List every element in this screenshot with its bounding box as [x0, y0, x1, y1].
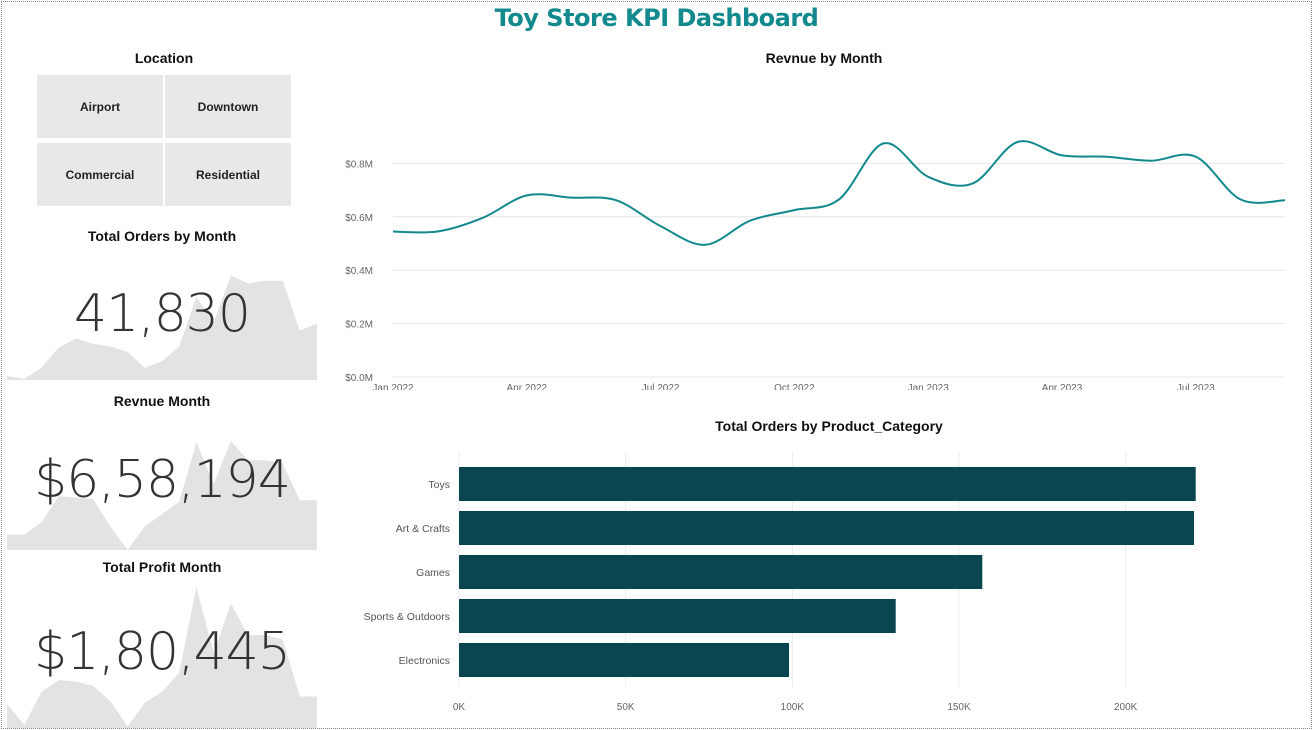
- category-bar[interactable]: [459, 467, 1196, 501]
- line-y-tick-label: $0.2M: [345, 320, 373, 331]
- kpi-card-profit[interactable]: Total Profit Month $1,80,445: [7, 558, 317, 728]
- kpi-profit-value: $1,80,445: [34, 622, 291, 682]
- revenue-sparkline: [7, 441, 317, 550]
- profit-sparkline: [7, 587, 317, 728]
- revenue-line: [392, 140, 1286, 246]
- bar-category-label: Sports & Outdoors: [364, 611, 450, 623]
- orders-sparkline: [7, 275, 317, 380]
- kpi-revenue-title: Revnue Month: [113, 393, 211, 409]
- kpi-orders-value: 41,830: [74, 284, 251, 344]
- line-y-tick-label: $0.8M: [345, 159, 373, 170]
- line-y-tick-label: $0.4M: [345, 266, 373, 277]
- bar-category-label: Toys: [428, 479, 450, 491]
- kpi-revenue-value: $6,58,194: [34, 450, 291, 510]
- line-y-tick-label: $0.6M: [345, 213, 373, 224]
- line-x-tick-label: Jul 2022: [642, 383, 680, 390]
- kpi-profit-title: Total Profit Month: [102, 559, 222, 575]
- bar-x-tick-label: 100K: [781, 702, 805, 713]
- revenue-by-month-chart[interactable]: Revnue by Month $0.0M $0.2M $0.4M $0.6M $0.8…: [335, 45, 1295, 390]
- sparkline-area: [7, 275, 317, 380]
- kpi-card-orders[interactable]: Total Orders by Month 41,830: [7, 226, 317, 380]
- bar-category-label: Electronics: [399, 655, 450, 667]
- slicer-option-downtown[interactable]: Downtown: [165, 75, 291, 138]
- sparkline-area: [7, 441, 317, 550]
- dashboard-title: Toy Store KPI Dashboard: [494, 4, 819, 32]
- kpi-card-revenue[interactable]: Revnue Month $6,58,194: [7, 392, 317, 550]
- location-slicer-title: Location: [134, 50, 194, 66]
- line-x-tick-label: Oct 2022: [774, 383, 815, 390]
- line-y-tick-label: $0.0M: [345, 373, 373, 384]
- slicer-option-residential[interactable]: Residential: [165, 143, 291, 206]
- category-bar[interactable]: [459, 555, 983, 589]
- slicer-option-airport[interactable]: Airport: [37, 75, 163, 138]
- bar-chart-title: Total Orders by Product_Category: [715, 418, 943, 434]
- category-bar[interactable]: [459, 511, 1194, 545]
- bar-x-tick-label: 50K: [617, 702, 635, 713]
- category-bar[interactable]: [459, 599, 896, 633]
- bar-x-tick-label: 200K: [1114, 702, 1138, 713]
- bar-category-label: Art & Crafts: [396, 523, 450, 535]
- bar-category-label: Games: [416, 567, 450, 579]
- line-x-tick-label: Apr 2022: [507, 383, 548, 390]
- bar-x-tick-label: 150K: [947, 702, 971, 713]
- orders-by-category-chart[interactable]: Total Orders by Product_Category 0K 50K 10…: [335, 412, 1295, 722]
- line-x-tick-label: Apr 2023: [1042, 383, 1083, 390]
- line-x-tick-label: Jan 2022: [372, 383, 414, 390]
- bar-x-tick-label: 0K: [453, 702, 466, 713]
- sparkline-area: [7, 587, 317, 728]
- kpi-orders-title: Total Orders by Month: [87, 228, 237, 244]
- line-x-tick-label: Jan 2023: [908, 383, 950, 390]
- slicer-option-commercial[interactable]: Commercial: [37, 143, 163, 206]
- line-x-tick-label: Jul 2023: [1177, 383, 1215, 390]
- line-chart-title: Revnue by Month: [766, 50, 883, 66]
- category-bar[interactable]: [459, 643, 789, 677]
